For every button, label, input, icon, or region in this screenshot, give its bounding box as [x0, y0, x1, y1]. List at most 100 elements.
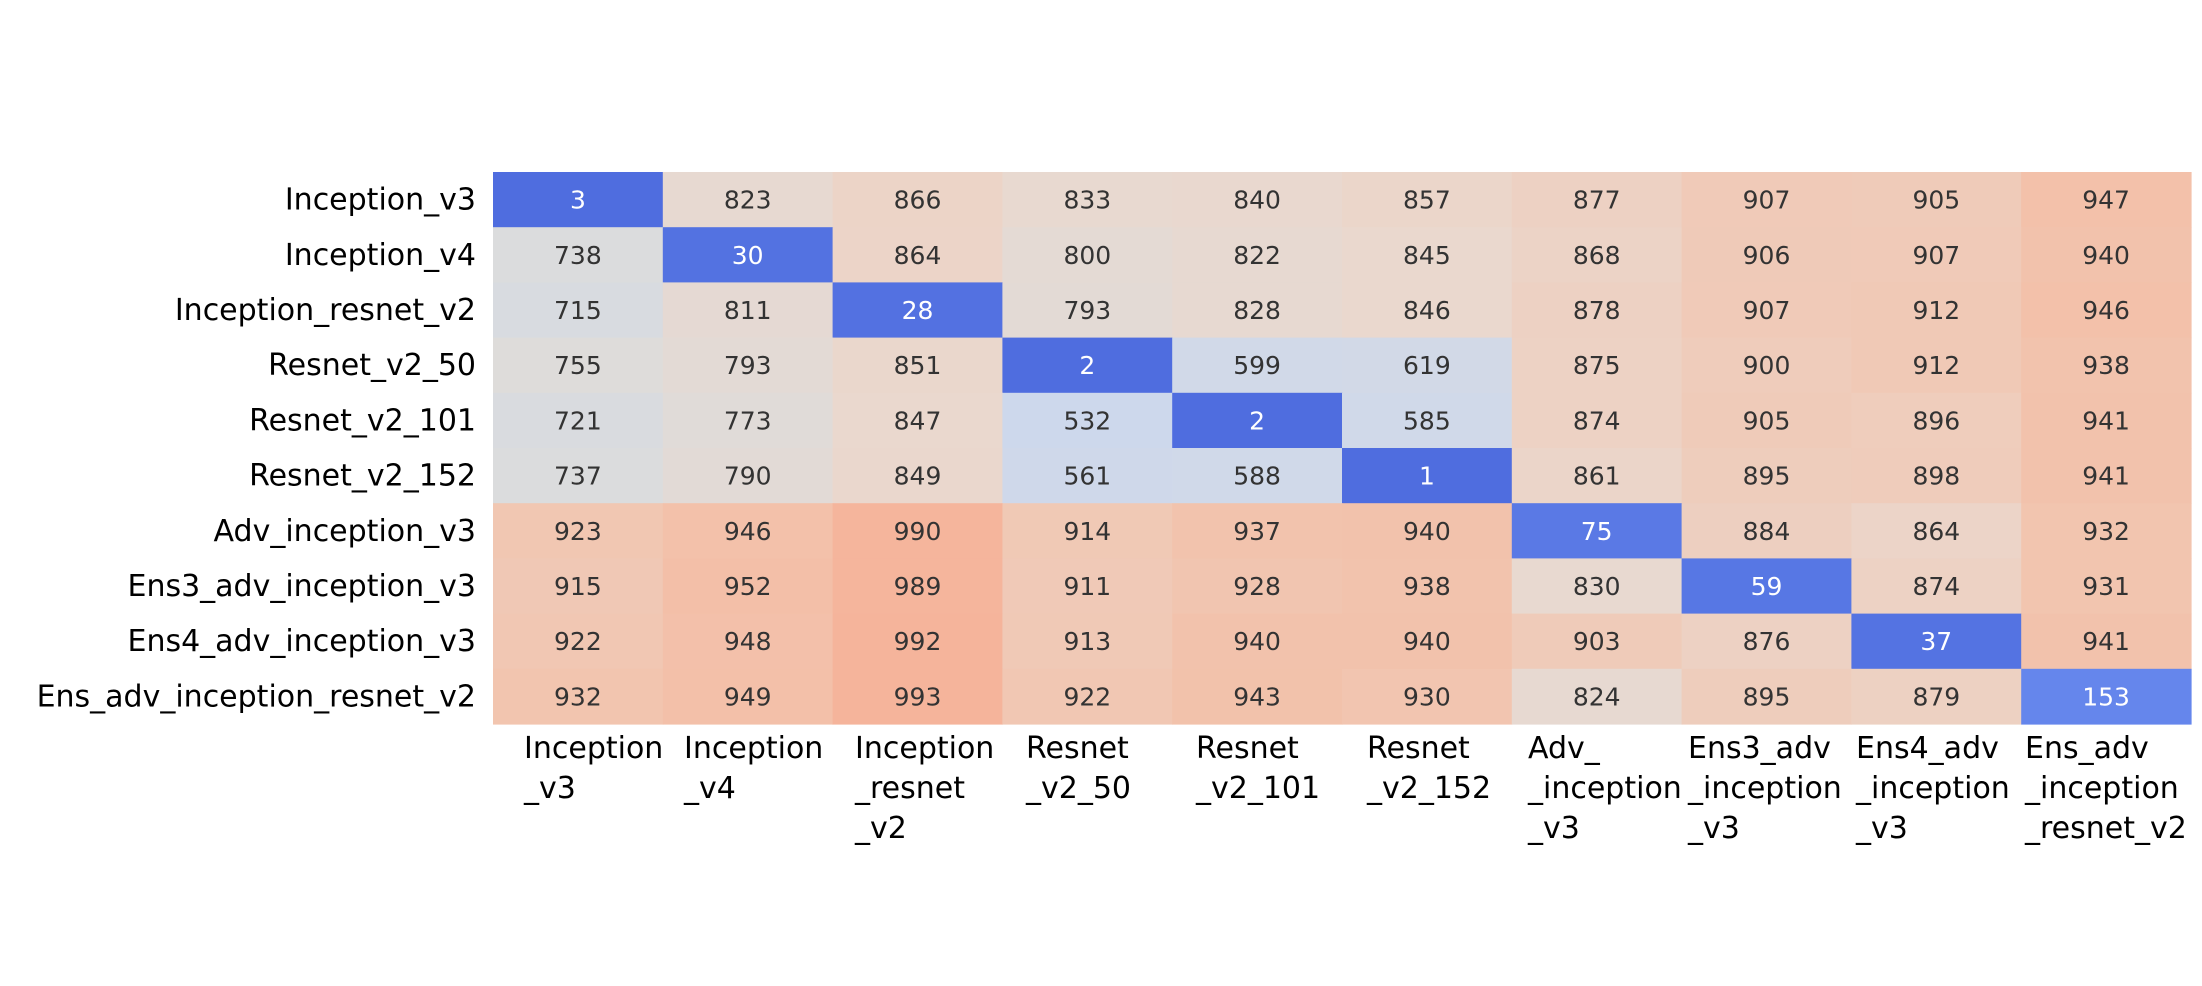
heatmap-cell-r7-c2: [832, 558, 1003, 615]
heatmap-cell-r1-c5: [1342, 227, 1513, 283]
heatmap-value-r3-c0: 755: [554, 351, 602, 380]
heatmap-cell-r7-c3: [1002, 558, 1173, 615]
heatmap-value-r5-c5: 1: [1419, 462, 1435, 491]
heatmap-value-r7-c3: 911: [1063, 572, 1111, 601]
heatmap-cell-r8-c8: [1851, 613, 2022, 670]
heatmap-value-r5-c1: 790: [724, 462, 772, 491]
heatmap-value-r3-c6: 875: [1573, 351, 1621, 380]
heatmap-value-r2-c1: 811: [724, 296, 772, 325]
heatmap-cell-r1-c9: [2021, 227, 2192, 283]
row-label-3: Resnet_v2_50: [268, 348, 476, 383]
heatmap-value-r7-c7: 59: [1751, 572, 1783, 601]
heatmap-cell-r6-c6: [1511, 503, 1683, 559]
heatmap-cell-r3-c9: [2021, 337, 2192, 394]
heatmap-cell-r7-c9: [2021, 558, 2192, 615]
column-label-0-line-0: Inception: [524, 731, 663, 766]
heatmap-cell-r5-c4: [1172, 448, 1343, 504]
row-label-4: Resnet_v2_101: [249, 403, 476, 438]
heatmap-value-r4-c8: 896: [1912, 406, 1960, 435]
heatmap-value-r8-c8: 37: [1920, 627, 1952, 656]
heatmap-value-r3-c9: 938: [2082, 351, 2130, 380]
heatmap-value-r9-c8: 879: [1912, 682, 1960, 711]
heatmap-value-r3-c4: 599: [1233, 351, 1281, 380]
row-label-2: Inception_resnet_v2: [175, 293, 476, 328]
heatmap-cell-r2-c7: [1681, 282, 1852, 339]
heatmap-cell-r7-c8: [1851, 558, 2022, 615]
column-label-2-line-0: Inception: [855, 731, 994, 766]
heatmap-value-r3-c3: 2: [1079, 351, 1095, 380]
heatmap-cell-r8-c0: [493, 613, 664, 670]
heatmap-cell-r8-c6: [1511, 613, 1683, 670]
heatmap-cell-r9-c1: [662, 668, 834, 725]
column-label-6-line-1: _inception: [1527, 771, 1682, 806]
heatmap-cell-r9-c3: [1002, 668, 1173, 725]
heatmap-cell-r8-c2: [832, 613, 1003, 670]
heatmap-cell-r7-c0: [493, 558, 664, 615]
heatmap-cell-r6-c9: [2021, 503, 2192, 559]
heatmap-cell-r0-c7: [1681, 172, 1852, 228]
heatmap-value-r6-c6: 75: [1581, 517, 1613, 546]
heatmap-cell-r1-c8: [1851, 227, 2022, 283]
heatmap-cell-values: 3 823 866 833 840 857 877 907 905 947 738 30 864 800 8…: [554, 186, 2130, 712]
heatmap-cell-r6-c8: [1851, 503, 2022, 559]
heatmap-value-r0-c8: 905: [1912, 186, 1960, 215]
heatmap-cell-r7-c6: [1511, 558, 1683, 615]
row-labels: Inception_v3 Inception_v4 Inception_resnet…: [37, 183, 476, 715]
heatmap-value-r8-c4: 940: [1233, 627, 1281, 656]
heatmap-cell-r3-c4: [1172, 337, 1343, 394]
column-label-5-line-0: Resnet: [1367, 731, 1470, 766]
heatmap-cell-r1-c7: [1681, 227, 1852, 283]
heatmap-cells: [493, 172, 2192, 725]
heatmap-cell-r0-c8: [1851, 172, 2022, 228]
heatmap-value-r6-c7: 884: [1743, 517, 1791, 546]
heatmap-cell-r9-c8: [1851, 668, 2022, 725]
heatmap-value-r5-c2: 849: [894, 462, 942, 491]
heatmap-value-r1-c9: 940: [2082, 241, 2130, 270]
heatmap-cell-r5-c7: [1681, 448, 1852, 504]
heatmap-value-r8-c3: 913: [1063, 627, 1111, 656]
heatmap-cell-r2-c4: [1172, 282, 1343, 339]
heatmap-value-r3-c1: 793: [724, 351, 772, 380]
heatmap-cell-r0-c1: [662, 172, 834, 228]
heatmap-cell-r2-c1: [662, 282, 834, 339]
column-label-1-line-1: _v4: [683, 771, 736, 806]
heatmap-value-r7-c9: 931: [2082, 572, 2130, 601]
heatmap-cell-r2-c0: [493, 282, 664, 339]
heatmap-value-r7-c2: 989: [894, 572, 942, 601]
heatmap-cell-r3-c6: [1511, 337, 1683, 394]
heatmap-cell-r5-c6: [1511, 448, 1683, 504]
heatmap-value-r6-c1: 946: [724, 517, 772, 546]
heatmap-cell-r6-c7: [1681, 503, 1852, 559]
column-label-9-line-1: _inception: [2024, 771, 2179, 806]
heatmap-cell-r4-c5: [1342, 392, 1513, 449]
column-label-6-line-2: _v3: [1527, 811, 1580, 846]
heatmap-cell-r7-c4: [1172, 558, 1343, 615]
heatmap-value-r0-c2: 866: [894, 186, 942, 215]
heatmap-cell-r4-c0: [493, 392, 664, 449]
heatmap-cell-r0-c4: [1172, 172, 1343, 228]
heatmap-value-r9-c4: 943: [1233, 682, 1281, 711]
heatmap-value-r3-c8: 912: [1912, 351, 1960, 380]
column-label-8-line-1: _inception: [1855, 771, 2010, 806]
heatmap-value-r8-c7: 876: [1743, 627, 1791, 656]
heatmap-value-r2-c2: 28: [902, 296, 934, 325]
heatmap-cell-r7-c5: [1342, 558, 1513, 615]
heatmap-cell-r0-c2: [832, 172, 1003, 228]
heatmap-cell-r3-c1: [662, 337, 834, 394]
heatmap-value-r1-c6: 868: [1573, 241, 1621, 270]
heatmap-cell-r5-c3: [1002, 448, 1173, 504]
heatmap-value-r0-c4: 840: [1233, 186, 1281, 215]
heatmap-value-r9-c1: 949: [724, 682, 772, 711]
heatmap-cell-r5-c9: [2021, 448, 2192, 504]
heatmap-cell-r5-c0: [493, 448, 664, 504]
row-label-5: Resnet_v2_152: [249, 459, 476, 494]
heatmap-value-r7-c5: 938: [1403, 572, 1451, 601]
row-label-7: Ens3_adv_inception_v3: [127, 569, 476, 604]
column-label-6-line-0: Adv_: [1528, 731, 1601, 766]
column-label-4-line-0: Resnet: [1196, 731, 1299, 766]
heatmap-cell-r4-c8: [1851, 392, 2022, 449]
heatmap-value-r4-c4: 2: [1249, 406, 1265, 435]
column-labels: Inception _v3 Inception _v4 Inception _resnet…: [523, 731, 2187, 846]
heatmap-cell-r4-c2: [832, 392, 1003, 449]
